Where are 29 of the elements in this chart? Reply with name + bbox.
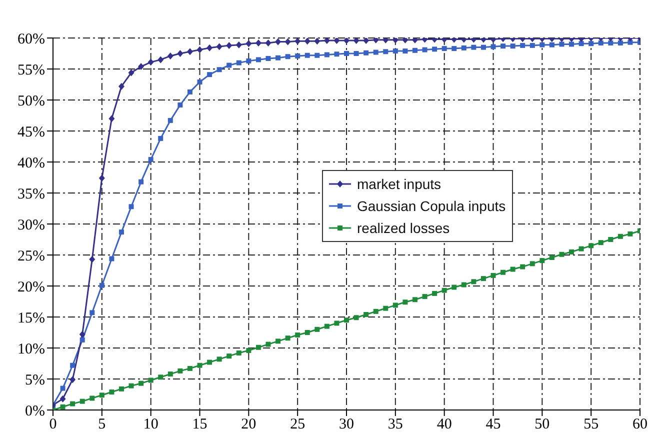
y-tick-label: 20% xyxy=(18,279,45,296)
x-tick-label: 30 xyxy=(339,416,354,433)
y-tick-label: 5% xyxy=(25,372,45,388)
x-tick-label: 35 xyxy=(388,416,403,433)
x-tick-label: 20 xyxy=(241,416,256,433)
y-tick-label: 60% xyxy=(18,31,45,48)
x-tick-label: 25 xyxy=(290,416,306,433)
x-tick-label: 15 xyxy=(192,416,208,433)
legend-label: market inputs xyxy=(357,175,442,194)
x-tick-label: 10 xyxy=(143,416,158,433)
legend-label: realized losses xyxy=(357,219,450,238)
y-tick-label: 45% xyxy=(18,124,45,140)
x-tick-label: 55 xyxy=(584,416,599,433)
x-tick-label: 60 xyxy=(632,416,648,433)
y-tick-label: 35% xyxy=(18,186,45,202)
x-tick-label: 45 xyxy=(486,416,501,433)
y-tick-label: 40% xyxy=(18,155,45,172)
legend-label: Gaussian Copula inputs xyxy=(357,197,506,216)
y-tick-label: 0% xyxy=(25,403,45,420)
y-tick-label: 25% xyxy=(18,248,45,264)
x-tick-label: 0 xyxy=(49,416,57,433)
y-tick-label: 10% xyxy=(18,341,45,358)
x-tick-label: 5 xyxy=(98,416,106,433)
y-tick-label: 55% xyxy=(18,62,45,78)
y-tick-label: 30% xyxy=(18,217,45,234)
x-tick-label: 40 xyxy=(436,416,452,433)
x-tick-label: 50 xyxy=(534,416,550,433)
y-tick-label: 15% xyxy=(18,310,45,326)
y-tick-label: 50% xyxy=(18,93,45,110)
